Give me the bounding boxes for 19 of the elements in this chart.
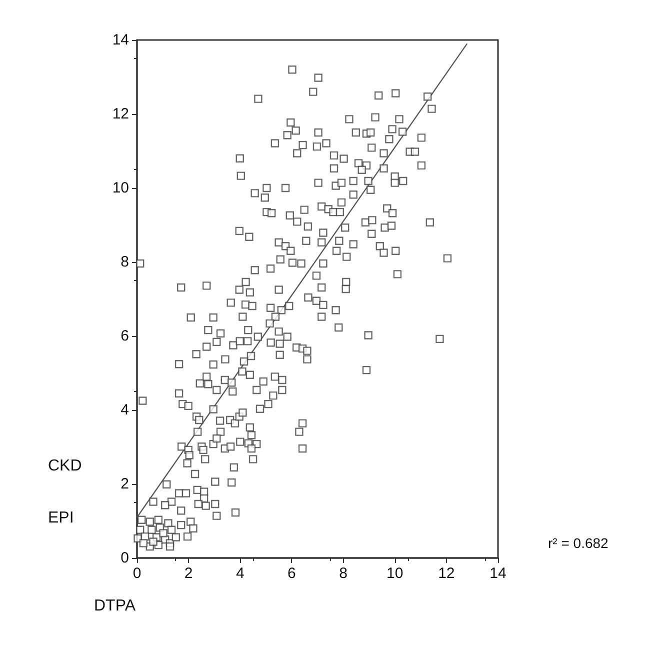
y-tick-label: 12 (112, 106, 129, 122)
y-tick-label: 4 (120, 402, 129, 418)
x-tick-label: 0 (132, 565, 142, 582)
x-axis-title: DTPA (94, 598, 136, 614)
y-tick-label: 10 (112, 180, 129, 196)
text: CKD EPI (48, 458, 82, 526)
x-tick-label: 4 (236, 565, 244, 582)
x-tick-label: 14 (490, 565, 506, 582)
y-tick-label: 2 (120, 476, 129, 492)
y-tick-label: 14 (112, 32, 129, 48)
y-tick-label: 8 (120, 254, 129, 270)
x-tick-label: 8 (339, 565, 348, 582)
x-tick-label: 2 (184, 565, 193, 582)
text: r² = 0.682 (548, 535, 609, 551)
y-tick-label: 6 (120, 328, 129, 344)
x-tick-label: 12 (438, 565, 455, 582)
x-tick-label: 6 (288, 565, 296, 582)
x-tick-label: 10 (386, 565, 404, 582)
y-tick-label: 0 (120, 550, 129, 566)
